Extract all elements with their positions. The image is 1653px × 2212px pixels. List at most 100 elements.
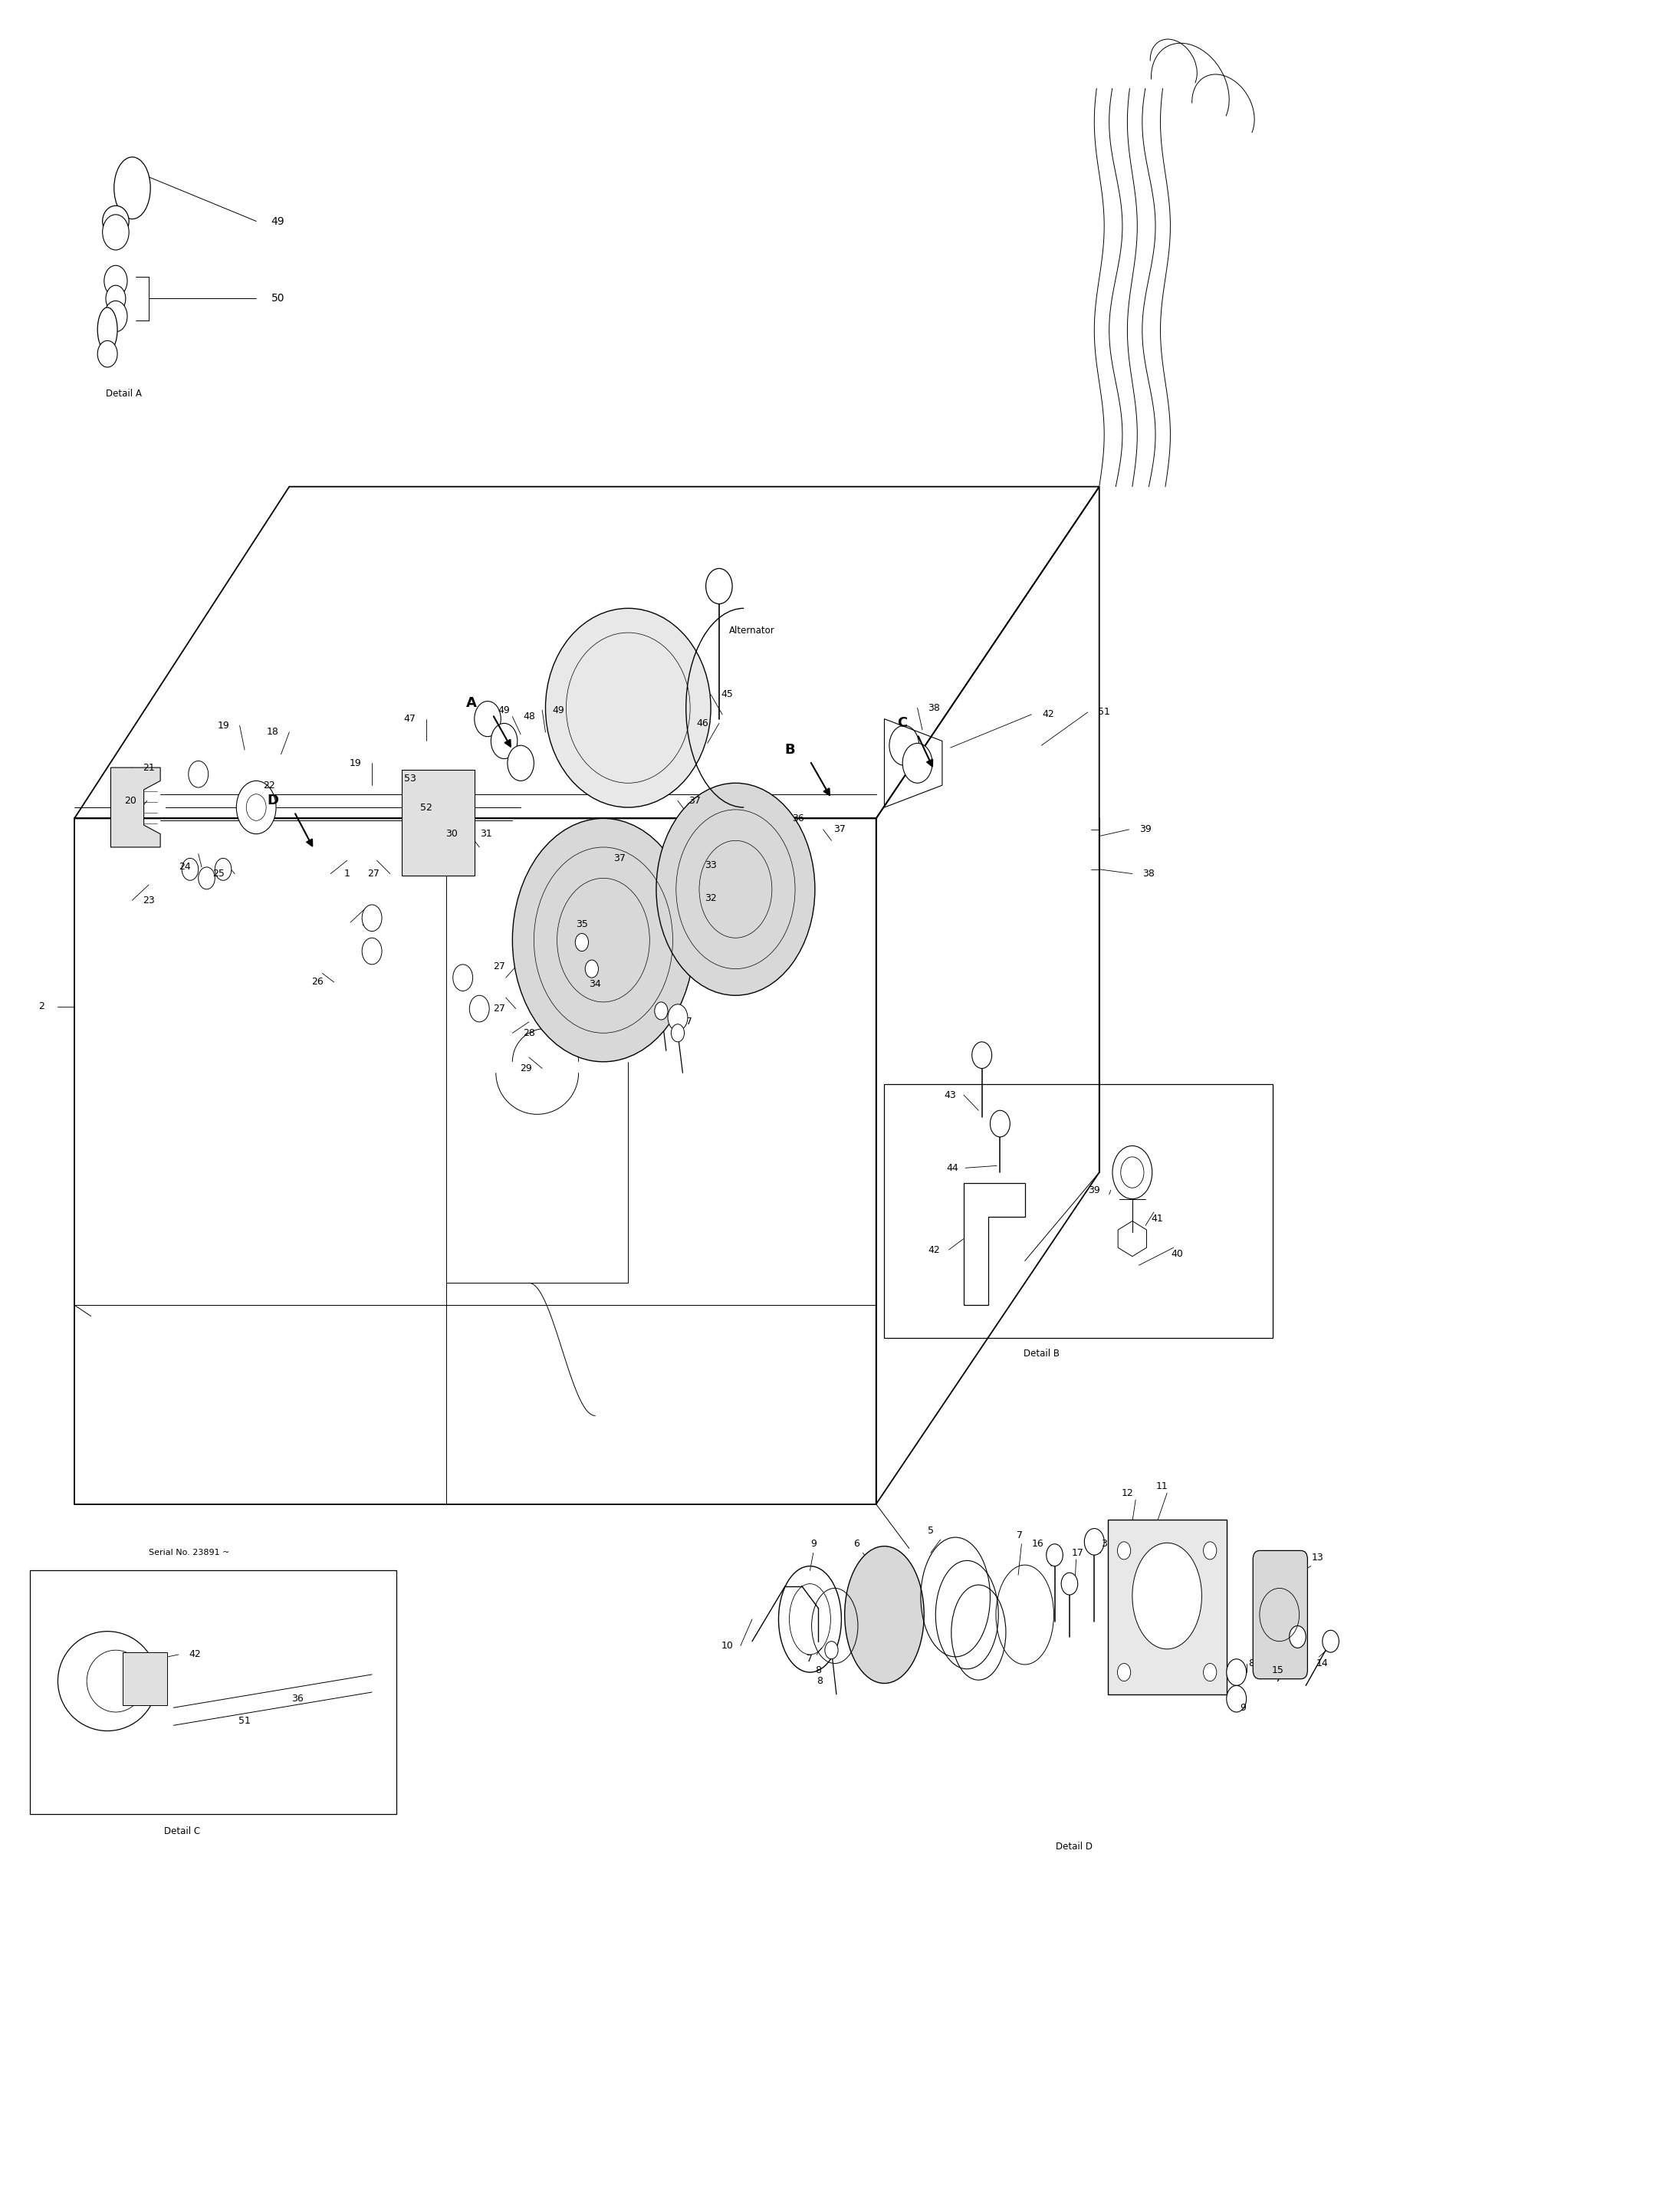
Text: 8: 8 [815,1666,822,1674]
Text: 15: 15 [1271,1666,1284,1674]
Text: Detail C: Detail C [164,1827,200,1836]
Text: 42: 42 [927,1245,941,1254]
Text: 7: 7 [1017,1531,1023,1540]
Polygon shape [111,768,160,847]
Text: 10: 10 [721,1641,734,1650]
Text: 17: 17 [1071,1548,1084,1557]
Text: 8: 8 [1248,1659,1255,1668]
Circle shape [106,285,126,312]
Circle shape [1289,1626,1306,1648]
Text: 27: 27 [493,962,506,971]
Circle shape [706,568,732,604]
Circle shape [972,1042,992,1068]
Text: 12: 12 [1121,1489,1134,1498]
Text: 3: 3 [1101,1540,1108,1548]
Circle shape [889,726,919,765]
Text: 20: 20 [124,796,137,805]
Circle shape [362,938,382,964]
Circle shape [474,701,501,737]
Text: 42: 42 [1041,710,1055,719]
Circle shape [453,964,473,991]
Text: 18: 18 [266,728,279,737]
Circle shape [656,783,815,995]
Circle shape [903,743,932,783]
Text: 7: 7 [807,1655,813,1663]
Text: 52: 52 [420,803,433,812]
Text: 43: 43 [944,1091,957,1099]
Text: 38: 38 [927,703,941,712]
Text: 51: 51 [1098,708,1111,717]
Text: 42: 42 [188,1650,202,1659]
Text: 28: 28 [522,1029,536,1037]
FancyBboxPatch shape [1253,1551,1308,1679]
Circle shape [512,818,694,1062]
Circle shape [990,1110,1010,1137]
Text: 37: 37 [613,854,626,863]
Circle shape [104,265,127,296]
Ellipse shape [1132,1544,1202,1650]
Text: 45: 45 [721,690,734,699]
Text: Alternator: Alternator [729,626,775,635]
Text: B: B [785,743,795,757]
Ellipse shape [845,1546,924,1683]
Text: 27: 27 [679,1018,693,1026]
Circle shape [825,1641,838,1659]
Text: 24: 24 [179,863,192,872]
Text: C: C [898,717,907,730]
Circle shape [491,723,517,759]
Text: 26: 26 [311,978,324,987]
FancyBboxPatch shape [1108,1520,1227,1694]
Text: 53: 53 [403,774,417,783]
Text: 30: 30 [445,830,458,838]
Text: 5: 5 [927,1526,934,1535]
Circle shape [1203,1663,1217,1681]
Text: 47: 47 [403,714,417,723]
Text: Serial No. 23891 ~: Serial No. 23891 ~ [149,1548,230,1557]
Text: 36: 36 [291,1694,304,1703]
Circle shape [1061,1573,1078,1595]
Text: 49: 49 [498,706,511,714]
Text: 2: 2 [38,1002,45,1011]
Ellipse shape [102,206,129,237]
Text: 35: 35 [575,920,588,929]
Text: 32: 32 [704,894,717,902]
Text: 19: 19 [349,759,362,768]
Text: 19: 19 [217,721,230,730]
Circle shape [98,341,117,367]
Text: 21: 21 [142,763,155,772]
FancyBboxPatch shape [402,770,474,876]
Text: 22: 22 [263,781,276,790]
Text: 51: 51 [238,1717,251,1725]
Circle shape [585,960,598,978]
Circle shape [104,301,127,332]
Text: 6: 6 [853,1540,860,1548]
Ellipse shape [88,1650,145,1712]
Text: 27: 27 [493,1004,506,1013]
Text: 39: 39 [1139,825,1152,834]
FancyBboxPatch shape [122,1652,167,1705]
Text: 1: 1 [344,869,350,878]
Text: 40: 40 [1170,1250,1184,1259]
Circle shape [362,905,382,931]
Text: 50: 50 [271,294,284,303]
Text: 38: 38 [1142,869,1155,878]
Text: 25: 25 [212,869,225,878]
Text: 46: 46 [696,719,709,728]
Text: 34: 34 [588,980,602,989]
Text: 14: 14 [1316,1659,1329,1668]
Text: 27: 27 [367,869,380,878]
Text: 33: 33 [704,860,717,869]
Text: 9: 9 [1240,1703,1246,1712]
Ellipse shape [545,608,711,807]
Circle shape [182,858,198,880]
Text: 49: 49 [552,706,565,714]
Text: 41: 41 [1150,1214,1164,1223]
Text: 23: 23 [142,896,155,905]
Text: 44: 44 [946,1164,959,1172]
Circle shape [188,761,208,787]
Circle shape [1117,1542,1131,1559]
Text: 39: 39 [1088,1186,1101,1194]
Circle shape [102,215,129,250]
Ellipse shape [98,307,117,352]
Circle shape [655,1002,668,1020]
